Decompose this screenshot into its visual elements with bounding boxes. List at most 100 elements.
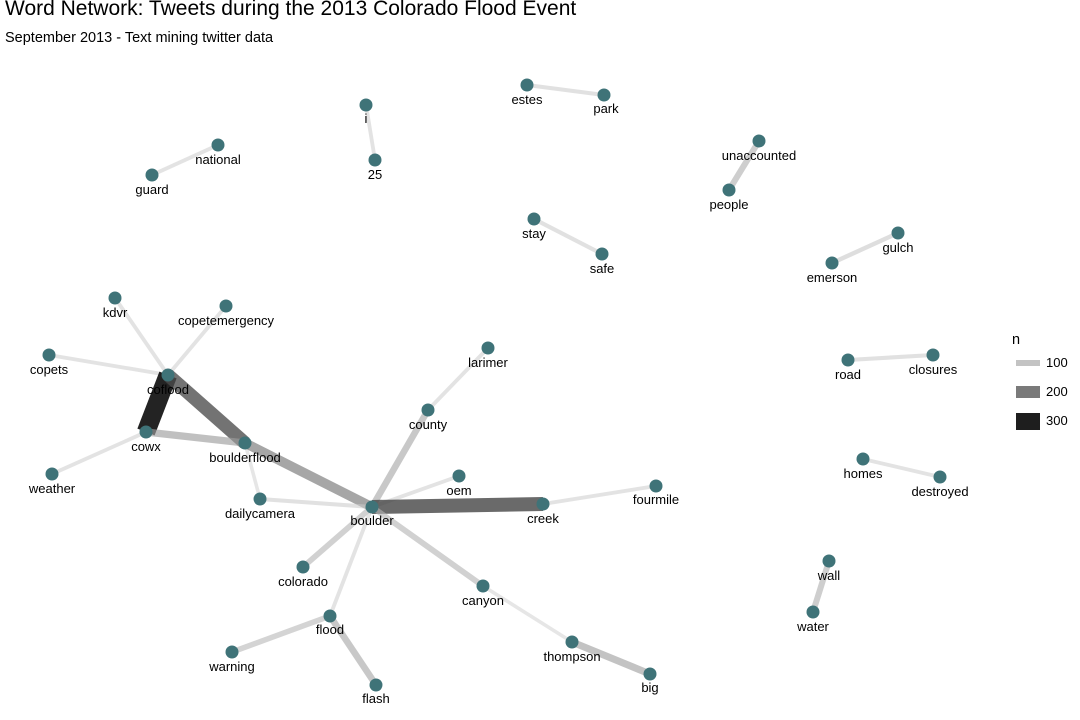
node-label-homes: homes [843,466,883,481]
label-layer: estes park i 25 national guard unaccounted peop… [28,92,969,706]
legend: n 100 200 300 [1012,331,1078,440]
edge-dailycamera-boulder [259,496,373,510]
edge-thompson-big [570,638,652,678]
edge-unaccounted-people [726,139,762,192]
node-label-kdvr: kdvr [103,305,128,320]
node-label-emerson: emerson [807,270,858,285]
edge-stay-safe [533,217,603,256]
legend-item: 200 [1012,382,1078,411]
edge-kdvr-coflood [113,296,170,377]
node-label-guard: guard [135,182,168,197]
edge-i-25 [364,104,377,161]
node-label-closures: closures [909,362,958,377]
edge-homes-destroyed [862,457,941,479]
node-label-colorado: colorado [278,574,328,589]
node-road [841,353,855,367]
node-label-wall: wall [817,568,841,583]
node-label-weather: weather [28,481,76,496]
edge-county-boulder [369,408,431,509]
node-boulderflood [238,436,252,450]
node-label-cowx: cowx [131,439,161,454]
node-label-boulderflood: boulderflood [209,450,281,465]
node-label-county: county [409,417,448,432]
node-label-25: 25 [368,167,382,182]
node-weather [45,467,59,481]
node-label-copets: copets [30,362,69,377]
node-gulch [891,226,905,240]
edge-boulderflood-boulder [242,438,375,512]
chart-subtitle: September 2013 - Text mining twitter dat… [5,30,274,46]
node-homes [856,452,870,466]
node-copets [42,348,56,362]
edge-colorado-boulder [301,504,374,570]
node-label-flash: flash [362,691,389,706]
node-label-big: big [641,680,658,695]
node-label-warning: warning [208,659,255,674]
node-label-canyon: canyon [462,593,504,608]
node-big [643,667,657,681]
edge-warning-flood [231,613,331,655]
node-label-park: park [593,101,619,116]
node-dailycamera [253,492,267,506]
legend-label: 200 [1046,384,1068,399]
node-fourmile [649,479,663,493]
node-label-coflood: coflood [147,382,189,397]
node-larimer [481,341,495,355]
node-colorado [296,560,310,574]
legend-label: 300 [1046,413,1068,428]
edge-flood-boulder [328,506,374,617]
node-label-water: water [796,619,829,634]
node-destroyed [933,470,947,484]
edge-estes-park [526,82,605,98]
legend-key [1016,412,1040,430]
node-label-copetemergency: copetemergency [178,313,275,328]
edge-layer [48,82,941,687]
node-flash [369,678,383,692]
node-label-people: people [709,197,748,212]
node-county [421,403,435,417]
legend-key [1016,360,1040,366]
node-cowx [139,425,153,439]
node-label-dailycamera: dailycamera [225,506,296,521]
node-layer [42,78,947,692]
node-label-national: national [195,152,241,167]
node-label-unaccounted: unaccounted [722,148,796,163]
node-stay [527,212,541,226]
node-thompson [565,635,579,649]
node-canyon [476,579,490,593]
legend-title: n [1012,332,1021,348]
node-copetemergency [219,299,233,313]
edge-cowx-boulderflood [145,428,246,447]
node-safe [595,247,609,261]
node-flood [323,609,337,623]
node-water [806,605,820,619]
node-label-flood: flood [316,622,344,637]
node-i [359,98,373,112]
node-label-road: road [835,367,861,382]
node-national [211,138,225,152]
node-label-stay: stay [522,226,546,241]
edge-boulder-creek [371,496,544,515]
edge-national-guard [151,143,219,177]
node-oem [452,469,466,483]
node-coflood [161,368,175,382]
edge-copets-coflood [48,353,169,377]
node-label-i: i [365,111,368,126]
node-creek [536,497,550,511]
node-label-safe: safe [590,261,615,276]
edge-larimer-county [426,346,490,412]
legend-label: 100 [1046,355,1068,370]
node-25 [368,153,382,167]
node-label-oem: oem [446,483,471,498]
node-kdvr [108,291,122,305]
edge-creek-fourmile [542,484,657,506]
node-label-thompson: thompson [543,649,600,664]
edge-coflood-boulderflood [163,369,250,449]
edge-road-closures [847,352,934,363]
edge-copetemergency-coflood [166,304,228,377]
edge-coflood-cowx [137,371,177,436]
node-boulder [365,500,379,514]
edge-gulch-emerson [831,231,899,265]
node-warning [225,645,239,659]
